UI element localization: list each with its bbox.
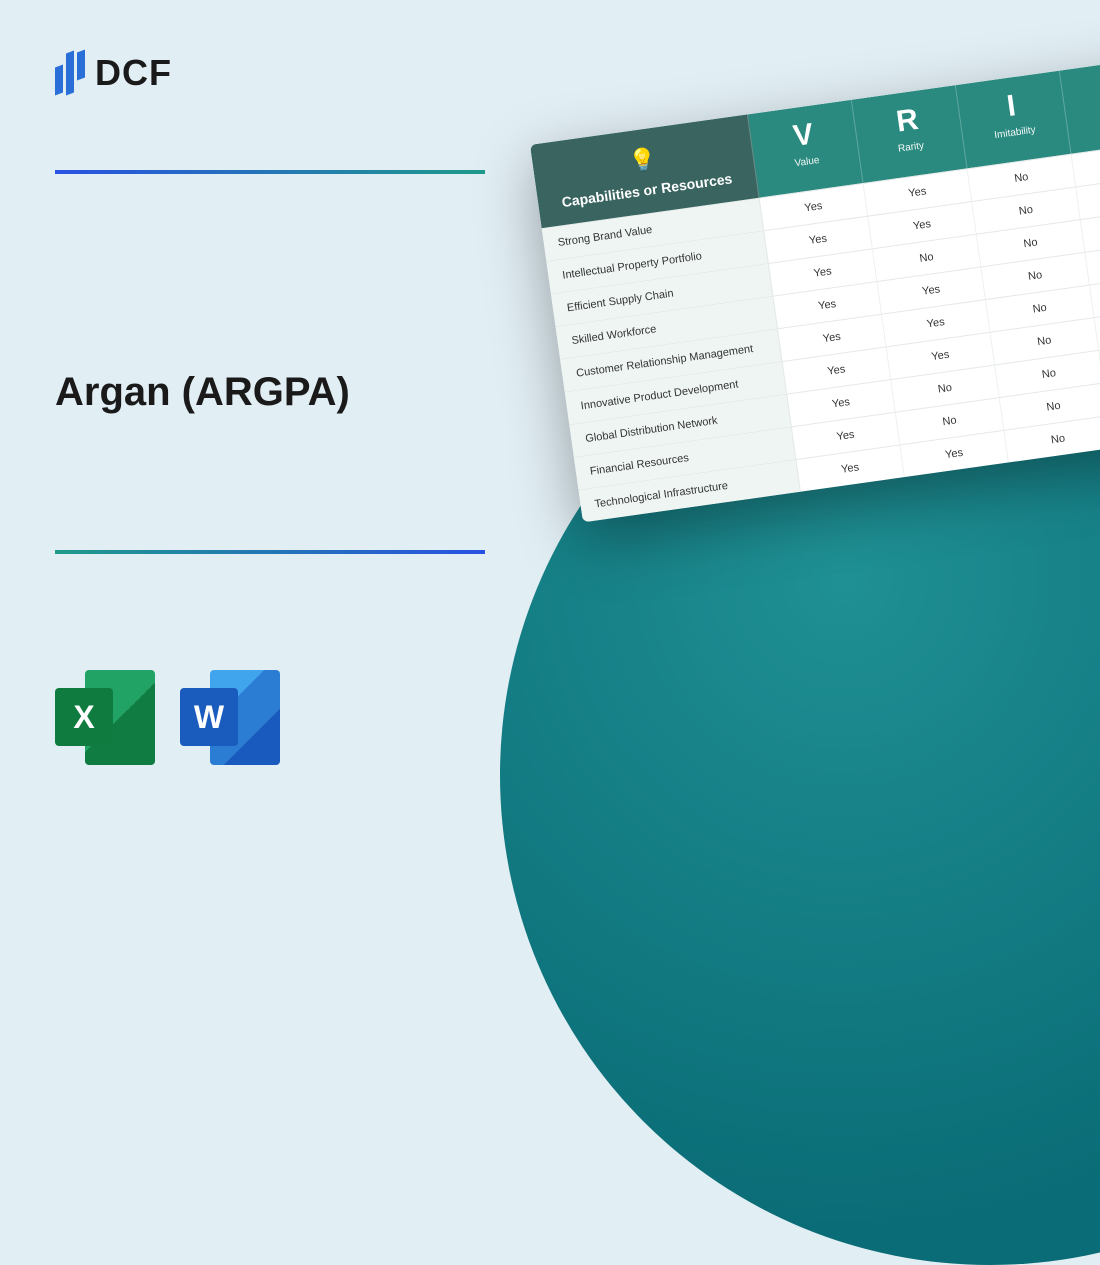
col-r: R Rarity	[852, 85, 968, 183]
page-title: Argan (ARGPA)	[55, 370, 350, 415]
col-letter: I	[964, 85, 1059, 128]
col-letter: V	[756, 115, 851, 158]
col-v: V Value	[748, 100, 864, 198]
vrio-card: 💡 Capabilities or Resources V Value R Ra…	[530, 56, 1100, 523]
app-icons: X W	[55, 670, 280, 765]
dcf-logo: DCF	[55, 45, 172, 100]
excel-icon: X	[55, 670, 155, 765]
col-letter: O	[1068, 71, 1100, 114]
logo-text: DCF	[95, 52, 172, 94]
excel-letter: X	[55, 688, 113, 746]
col-letter: R	[860, 100, 955, 143]
logo-bars-icon	[55, 45, 85, 100]
divider-bottom	[55, 550, 485, 554]
word-letter: W	[180, 688, 238, 746]
divider-top	[55, 170, 485, 174]
col-i: I Imitability	[956, 71, 1072, 169]
word-icon: W	[180, 670, 280, 765]
